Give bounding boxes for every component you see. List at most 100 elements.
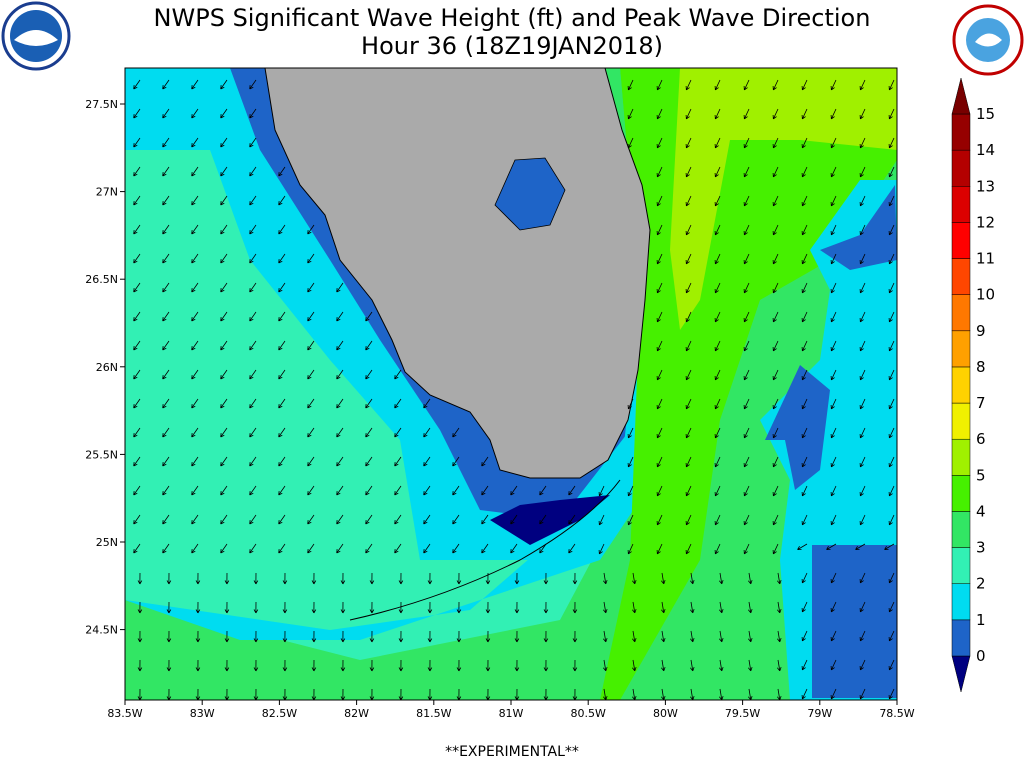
arrow [278, 340, 286, 351]
arrow [627, 514, 634, 526]
arrow [133, 224, 141, 235]
arrow [572, 572, 578, 585]
arrow [714, 137, 721, 149]
arrow [656, 108, 663, 120]
arrow [456, 630, 462, 643]
arrow [888, 340, 895, 352]
footer: **EXPERIMENTAL** [445, 744, 579, 760]
arrow [278, 543, 286, 554]
arrow [311, 630, 317, 643]
arrow [514, 659, 520, 672]
arrow [685, 195, 692, 207]
arrow [772, 108, 779, 120]
x-tick-label: 80.5W [571, 707, 606, 720]
arrow [685, 311, 692, 323]
arrow [282, 688, 288, 700]
arrow [220, 79, 228, 90]
arrow [365, 456, 373, 467]
colorbar-bin [951, 330, 971, 368]
arrow [714, 456, 721, 468]
arrow [427, 601, 433, 614]
arrow [278, 166, 286, 177]
arrow [336, 369, 344, 380]
arrow [627, 108, 634, 120]
arrow [830, 108, 837, 120]
arrow [661, 630, 666, 643]
arrow [220, 369, 228, 380]
arrow [830, 659, 837, 671]
arrow [365, 340, 373, 351]
arrow [481, 514, 489, 525]
arrow [195, 630, 201, 643]
arrow [772, 253, 779, 265]
arrow [307, 398, 315, 409]
arrow [632, 572, 637, 585]
arrow [133, 398, 141, 409]
arrow [859, 659, 866, 671]
arrow [166, 601, 172, 614]
arrow [162, 398, 170, 409]
arrow [719, 572, 724, 585]
arrow [656, 514, 663, 526]
arrow [830, 166, 837, 178]
arrow [166, 572, 172, 585]
arrow [888, 166, 895, 178]
arrow [543, 572, 549, 585]
arrow [859, 108, 866, 120]
arrow [888, 630, 895, 642]
arrow [801, 456, 808, 468]
arrow [598, 485, 605, 497]
arrow [307, 369, 315, 380]
noaa-logo [1, 1, 71, 71]
arrow [572, 688, 578, 700]
arrow [481, 456, 489, 467]
arrow [743, 224, 750, 236]
arrow [137, 572, 143, 585]
arrow [249, 340, 257, 351]
arrow [743, 137, 750, 149]
arrow [307, 427, 315, 438]
arrow [777, 659, 782, 672]
arrow [888, 427, 895, 439]
arrow [427, 572, 433, 585]
arrow [249, 253, 257, 264]
arrow [133, 427, 141, 438]
arrow [485, 659, 491, 672]
arrow [369, 601, 375, 614]
arrow [166, 630, 172, 643]
arrow [191, 108, 199, 119]
arrow [191, 427, 199, 438]
arrow [369, 659, 375, 672]
y-tick-label: 25.5N [85, 448, 118, 461]
arrow [685, 253, 692, 265]
arrow [748, 688, 753, 700]
arrow [514, 688, 520, 700]
arrow [714, 195, 721, 207]
arrow [743, 311, 750, 323]
colorbar-bin [951, 402, 971, 440]
arrow [485, 688, 491, 700]
colorbar-label: 14 [976, 141, 995, 159]
arrow [632, 688, 637, 700]
subtitle: Hour 36 (18Z19JAN2018) [361, 32, 663, 60]
arrow [456, 601, 462, 614]
arrow [133, 282, 141, 293]
map: 83.5W 83W 82.5W 82W 81.5W 81W 80.5W 80W 79.5W 79W… [85, 67, 915, 720]
arrow [888, 514, 895, 526]
arrow [220, 485, 228, 496]
arrow [423, 427, 431, 438]
wave-direction-arrows [133, 79, 895, 700]
arrow [282, 601, 288, 614]
wave-zone [490, 495, 610, 545]
arrow [394, 369, 402, 380]
arrow [685, 456, 692, 468]
arrow [777, 688, 782, 700]
arrow [888, 456, 895, 468]
arrow [162, 137, 170, 148]
arrow [656, 427, 663, 439]
arrow [514, 572, 520, 585]
arrow [888, 311, 895, 323]
arrow [220, 253, 228, 264]
arrow [249, 108, 257, 119]
arrow [661, 688, 666, 700]
